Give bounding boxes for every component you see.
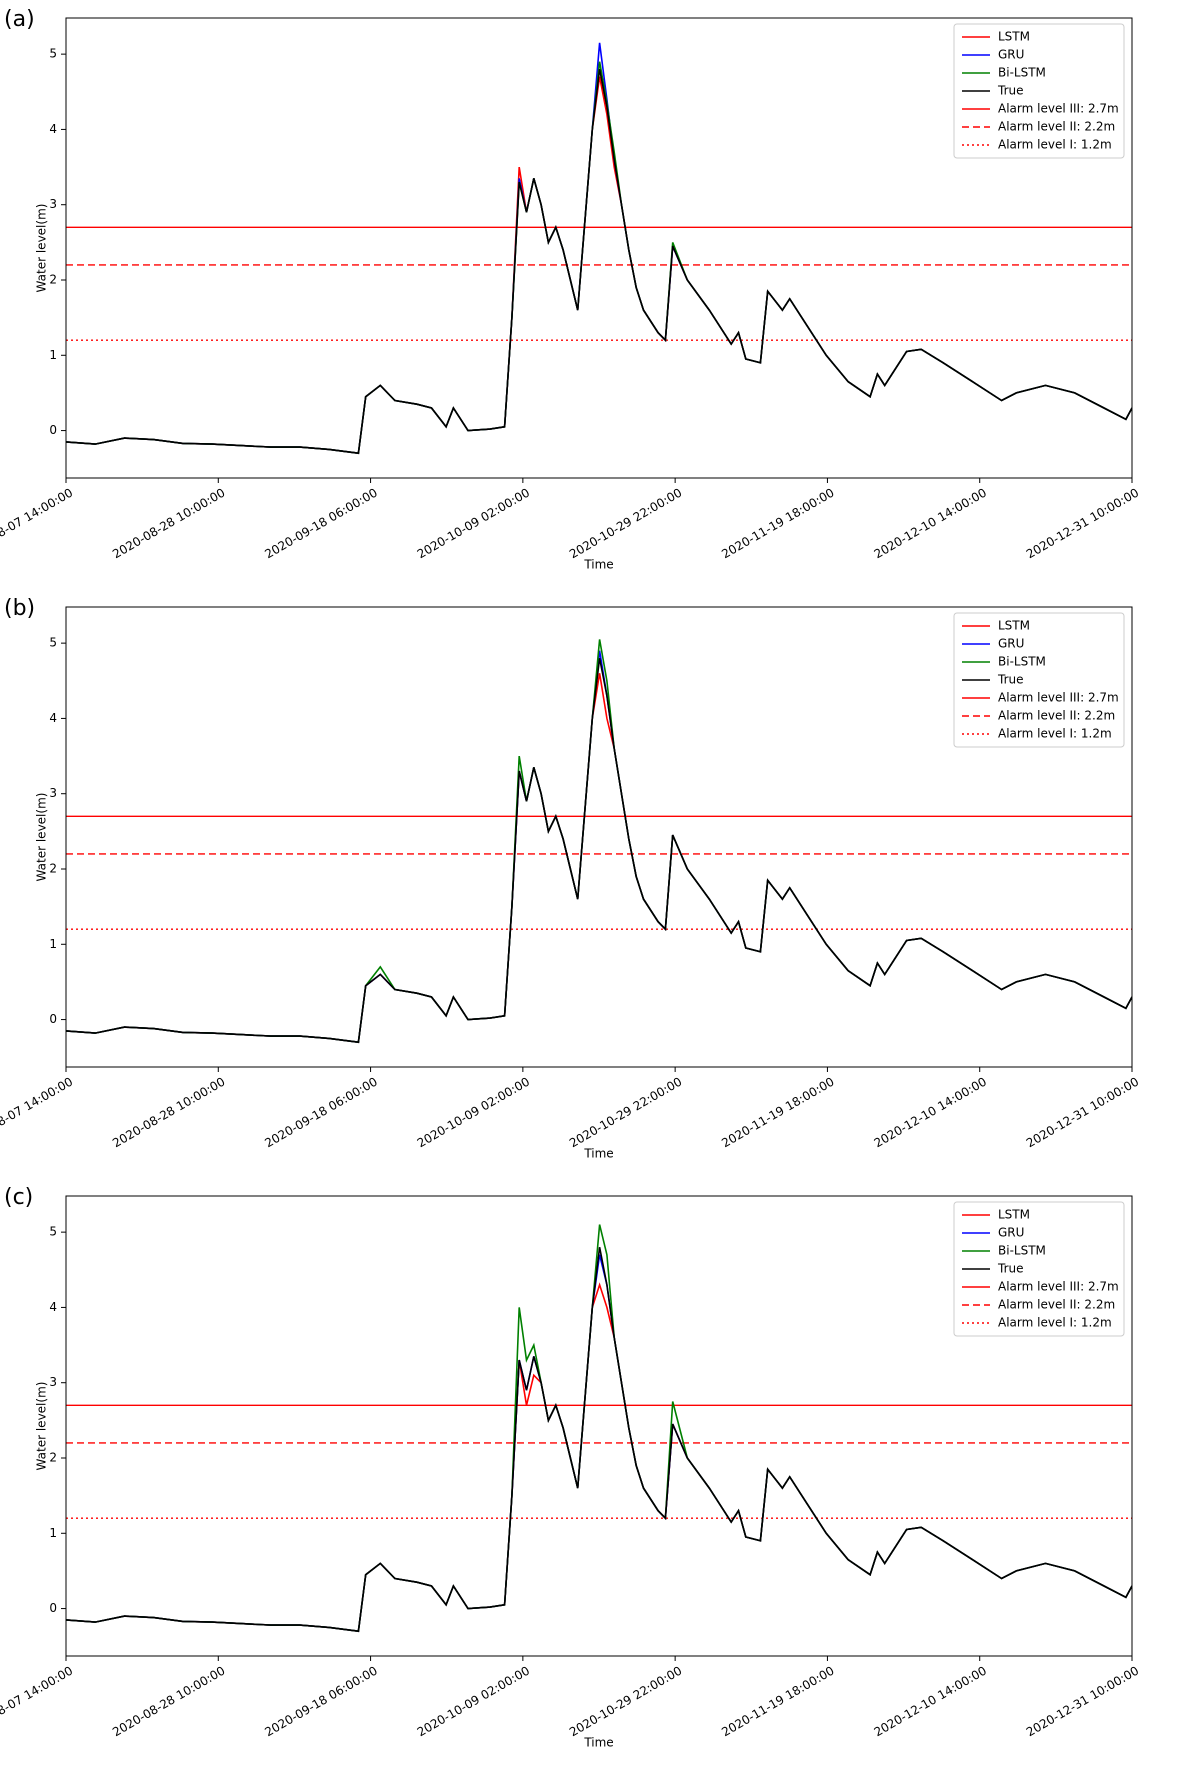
x-axis-label: Time (583, 1736, 613, 1750)
y-tick-label: 1 (49, 348, 57, 362)
x-axis-label: Time (583, 1147, 613, 1161)
y-tick-label: 3 (49, 786, 57, 800)
y-tick-label: 4 (49, 711, 57, 725)
legend-label: Bi-LSTM (998, 66, 1046, 80)
legend-label: GRU (998, 1226, 1024, 1240)
legend-label: Alarm level III: 2.7m (998, 1280, 1119, 1294)
y-tick-label: 0 (49, 423, 57, 437)
x-tick-label: 2020-12-31 10:00:00 (1024, 1664, 1141, 1740)
y-axis-label: Water level(m) (35, 204, 49, 293)
legend-label: Alarm level II: 2.2m (998, 120, 1115, 134)
y-tick-label: 1 (49, 1526, 57, 1540)
x-axis-label: Time (583, 558, 613, 572)
legend-label: Alarm level II: 2.2m (998, 1298, 1115, 1312)
x-tick-label: 2020-11-19 18:00:00 (719, 486, 836, 562)
series-line (66, 1247, 1132, 1633)
x-tick-label: 2020-12-31 10:00:00 (1024, 1075, 1141, 1151)
x-tick-label: 2020-12-10 14:00:00 (872, 1664, 989, 1740)
y-tick-label: 2 (49, 861, 57, 875)
x-tick-label: 2020-08-28 10:00:00 (110, 1075, 227, 1151)
x-tick-label: 2020-08-07 14:00:00 (0, 1075, 75, 1151)
legend-label: Alarm level I: 1.2m (998, 138, 1112, 152)
y-tick-label: 4 (49, 122, 57, 136)
legend-label: Alarm level I: 1.2m (998, 1316, 1112, 1330)
x-tick-label: 2020-12-31 10:00:00 (1024, 486, 1141, 562)
panel: (a) 0 1 2 3 4 5 2020-08-07 14:00:00 2020-08-28 1… (0, 7, 1141, 572)
y-tick-label: 4 (49, 1300, 57, 1314)
x-tick-label: 2020-11-19 18:00:00 (719, 1664, 836, 1740)
legend-label: Bi-LSTM (998, 1244, 1046, 1258)
y-tick-label: 3 (49, 1375, 57, 1389)
legend-label: True (997, 84, 1024, 98)
y-axis-label: Water level(m) (35, 1382, 49, 1471)
legend-label: Bi-LSTM (998, 655, 1046, 669)
legend-label: Alarm level III: 2.7m (998, 102, 1119, 116)
y-tick-label: 0 (49, 1012, 57, 1026)
x-tick-label: 2020-09-18 06:00:00 (262, 1664, 379, 1740)
x-tick-label: 2020-12-10 14:00:00 (872, 486, 989, 562)
legend-label: Alarm level III: 2.7m (998, 691, 1119, 705)
y-tick-label: 2 (49, 272, 57, 286)
x-tick-label: 2020-10-29 22:00:00 (567, 1075, 684, 1151)
panel-label: (c) (4, 1185, 33, 1210)
legend-label: True (997, 1262, 1024, 1276)
series-line (66, 658, 1132, 1044)
legend-label: GRU (998, 48, 1024, 62)
x-tick-label: 2020-09-18 06:00:00 (262, 486, 379, 562)
y-tick-label: 5 (49, 1225, 57, 1239)
y-tick-label: 5 (49, 47, 57, 61)
panel: (b) 0 1 2 3 4 5 2020-08-07 14:00:00 2020-08-28 1… (0, 596, 1141, 1161)
axes-frame (65, 606, 1133, 1068)
legend-label: LSTM (998, 1208, 1030, 1222)
panel: (c) 0 1 2 3 4 5 2020-08-07 14:00:00 2020-08-28 1… (0, 1185, 1141, 1750)
y-axis-label: Water level(m) (35, 793, 49, 882)
series-line (66, 69, 1132, 455)
legend-label: Alarm level I: 1.2m (998, 727, 1112, 741)
panel-label: (a) (4, 7, 35, 32)
y-tick-label: 5 (49, 636, 57, 650)
legend-label: GRU (998, 637, 1024, 651)
y-tick-label: 0 (49, 1601, 57, 1615)
legend-label: LSTM (998, 619, 1030, 633)
x-tick-label: 2020-11-19 18:00:00 (719, 1075, 836, 1151)
x-tick-label: 2020-10-09 02:00:00 (415, 1664, 532, 1740)
panel-label: (b) (4, 596, 35, 621)
x-tick-label: 2020-10-29 22:00:00 (567, 1664, 684, 1740)
x-tick-label: 2020-08-07 14:00:00 (0, 1664, 75, 1740)
x-tick-label: 2020-10-29 22:00:00 (567, 486, 684, 562)
x-tick-label: 2020-08-28 10:00:00 (110, 1664, 227, 1740)
legend-box (953, 612, 1125, 748)
y-tick-label: 1 (49, 937, 57, 951)
axes-frame (65, 1195, 1133, 1657)
y-tick-label: 2 (49, 1450, 57, 1464)
x-tick-label: 2020-12-10 14:00:00 (872, 1075, 989, 1151)
y-tick-label: 3 (49, 197, 57, 211)
series-line (66, 1282, 1132, 1633)
legend-label: LSTM (998, 30, 1030, 44)
legend-box (953, 1201, 1125, 1337)
x-tick-label: 2020-08-28 10:00:00 (110, 486, 227, 562)
legend-label: True (997, 673, 1024, 687)
x-tick-label: 2020-10-09 02:00:00 (415, 1075, 532, 1151)
x-tick-label: 2020-09-18 06:00:00 (262, 1075, 379, 1151)
x-tick-label: 2020-08-07 14:00:00 (0, 486, 75, 562)
x-tick-label: 2020-10-09 02:00:00 (415, 486, 532, 562)
legend-label: Alarm level II: 2.2m (998, 709, 1115, 723)
axes-frame (65, 17, 1133, 479)
legend-box (953, 23, 1125, 159)
